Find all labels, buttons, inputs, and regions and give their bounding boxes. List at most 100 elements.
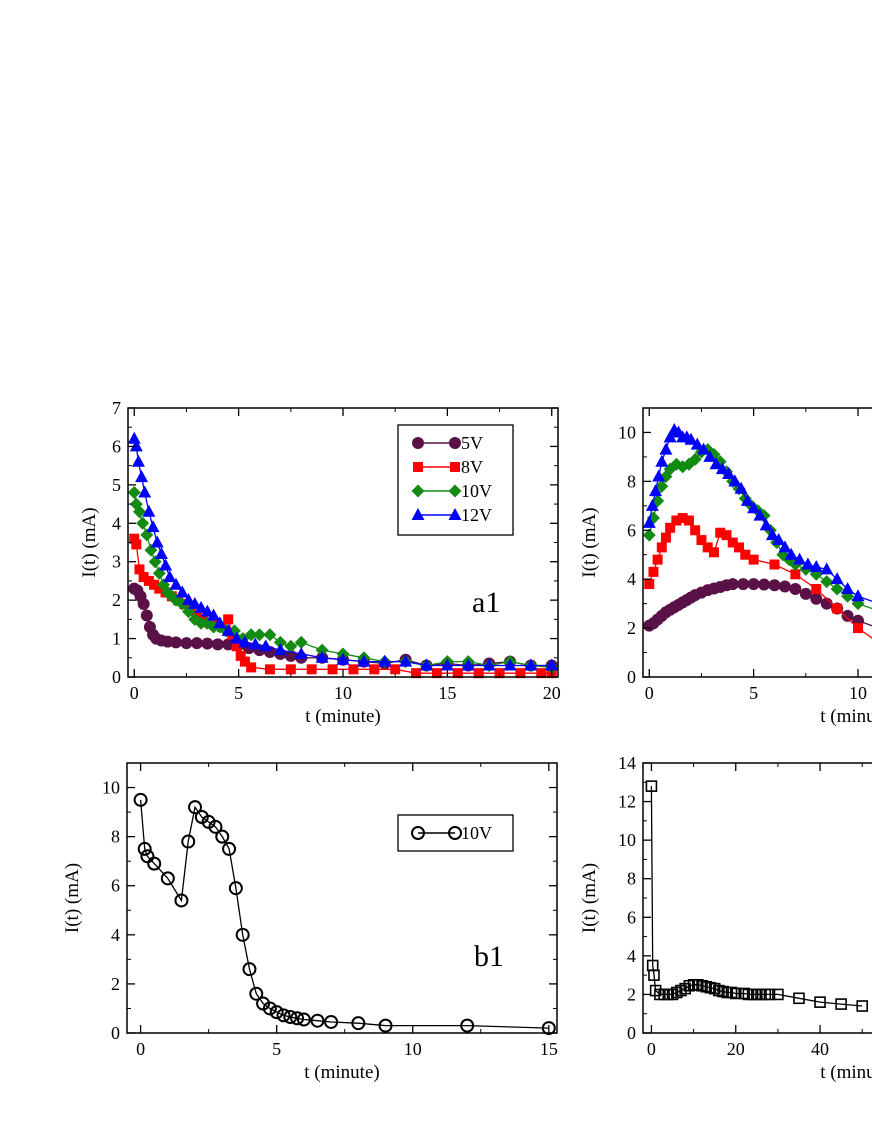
y-tick-label: 10 <box>618 422 636 442</box>
data-point <box>820 597 833 610</box>
y-tick-label: 2 <box>111 974 120 994</box>
data-point <box>306 664 317 675</box>
data-point <box>734 481 748 494</box>
data-point <box>810 592 823 605</box>
x-tick-label: 20 <box>543 683 561 703</box>
data-point <box>655 454 669 467</box>
data-point <box>351 1016 366 1031</box>
data-point <box>142 504 156 517</box>
data-point <box>440 658 454 671</box>
data-point <box>378 1018 393 1033</box>
data-point <box>688 452 702 466</box>
data-point <box>652 554 663 565</box>
data-point <box>801 557 815 570</box>
data-point <box>683 515 694 526</box>
data-point <box>369 664 380 675</box>
data-point <box>170 636 183 649</box>
data-point <box>835 998 847 1010</box>
data-point <box>137 597 150 610</box>
x-tick-label: 10 <box>849 683 867 703</box>
data-point <box>536 668 547 679</box>
data-point <box>207 608 221 621</box>
data-point <box>524 658 538 671</box>
data-point <box>671 515 682 526</box>
data-point <box>296 1012 311 1027</box>
data-point <box>763 988 776 1001</box>
x-tick-label: 20 <box>727 1039 745 1059</box>
data-point <box>129 439 143 452</box>
data-point <box>820 575 834 589</box>
data-point <box>143 575 154 586</box>
x-tick-label: 5 <box>234 683 243 703</box>
data-point <box>721 530 732 541</box>
data-point <box>253 628 267 642</box>
data-point <box>150 535 164 548</box>
chart-b1: 0 5 10 15 0 2 4 6 8 10 t (minute) I(t) (mA) b1 10V <box>62 762 558 1083</box>
y-tick-label: 14 <box>618 753 636 773</box>
data-point <box>348 664 359 675</box>
data-point <box>419 658 433 671</box>
series-a2-5V <box>643 578 872 632</box>
legend-label: 12V <box>461 505 492 525</box>
data-point <box>201 637 214 650</box>
y-tick-label: 6 <box>111 876 120 896</box>
chart-b2: 0 20 40 0 2 4 6 8 10 12 14 t (minute) I(t) (mA) <box>579 753 872 1083</box>
data-point <box>793 992 805 1005</box>
data-point <box>134 564 145 575</box>
data-point <box>655 479 669 493</box>
data-point <box>452 668 463 679</box>
data-point <box>769 559 780 570</box>
data-point <box>772 533 786 546</box>
data-point <box>747 578 760 591</box>
y-tick-label: 10 <box>102 778 120 798</box>
data-point <box>159 558 173 571</box>
series-line <box>139 799 549 1029</box>
y-tick-label: 8 <box>627 869 636 889</box>
data-point <box>690 437 704 450</box>
data-point <box>137 841 152 856</box>
data-point <box>238 635 252 648</box>
y-tick-label: 0 <box>627 1023 636 1043</box>
legend-marker <box>413 462 423 472</box>
legend-marker <box>449 437 461 449</box>
series-a2-12V <box>642 423 872 602</box>
data-point <box>246 662 257 673</box>
data-point <box>726 578 739 591</box>
data-point <box>133 792 148 807</box>
legend-marker <box>412 437 424 449</box>
data-point <box>221 623 235 636</box>
data-point <box>154 583 165 594</box>
data-point <box>541 1021 556 1036</box>
y-tick-label: 4 <box>627 946 636 966</box>
y-axis-label: I(t) (mA) <box>579 507 600 577</box>
y-axis-label: I(t) (mA) <box>62 863 83 933</box>
data-point <box>648 969 660 981</box>
data-point <box>747 501 761 514</box>
data-point <box>708 547 719 558</box>
data-point <box>239 656 250 667</box>
data-point <box>729 987 742 1000</box>
data-point <box>703 449 717 462</box>
y-tick-label: 10 <box>618 830 636 850</box>
panel-label: b1 <box>474 940 504 973</box>
data-point <box>677 513 688 524</box>
series-a1-12V <box>127 431 559 671</box>
data-point <box>663 430 677 443</box>
data-point <box>169 577 183 590</box>
data-point <box>138 572 149 583</box>
data-point <box>728 474 742 487</box>
data-point <box>431 668 442 679</box>
y-tick-label: 0 <box>627 667 636 687</box>
data-point <box>684 432 698 445</box>
data-point <box>324 1014 339 1029</box>
data-point <box>809 559 823 572</box>
series-line <box>650 786 863 1007</box>
data-point <box>175 585 189 598</box>
y-tick-label: 0 <box>112 667 121 687</box>
data-point <box>790 569 801 580</box>
data-point <box>182 593 196 606</box>
y-tick-label: 7 <box>112 398 121 418</box>
data-point <box>222 841 237 856</box>
data-point <box>310 1013 325 1028</box>
